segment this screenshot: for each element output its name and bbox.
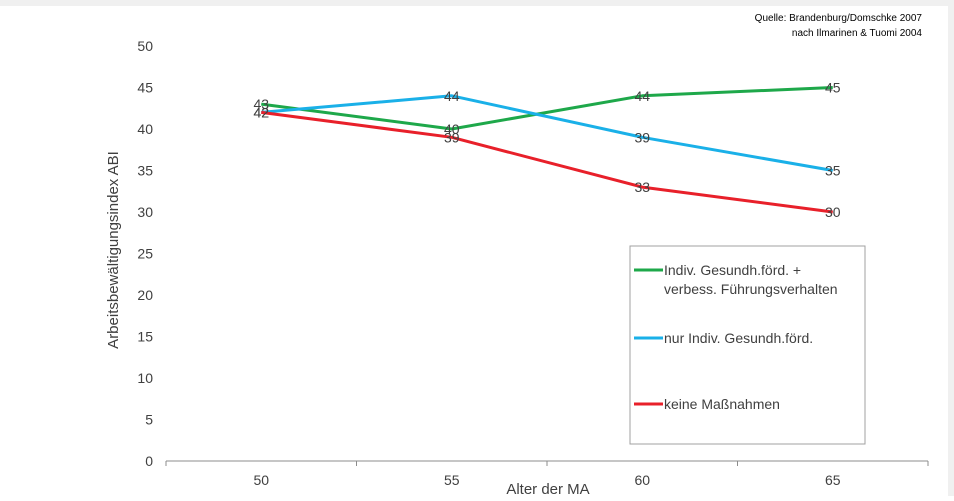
source-note-line2: nach Ilmarinen & Tuomi 2004 — [792, 28, 923, 39]
y-tick-label: 50 — [137, 38, 153, 54]
y-tick-label: 45 — [137, 80, 153, 96]
y-tick-label: 5 — [145, 412, 153, 428]
data-label: 33 — [634, 179, 650, 195]
y-tick-label: 20 — [137, 287, 153, 303]
legend-label: verbess. Führungsverhalten — [664, 281, 838, 297]
x-axis-label: Alter der MA — [506, 481, 589, 496]
data-label: 35 — [825, 163, 841, 179]
data-label: 39 — [634, 129, 650, 145]
y-tick-label: 15 — [137, 329, 153, 345]
legend-box — [629, 245, 866, 445]
data-label: 43 — [253, 96, 269, 112]
x-tick-label: 65 — [825, 472, 841, 488]
x-tick-label: 60 — [634, 472, 650, 488]
legend: Indiv. Gesundh.förd. + verbess. Führungsv… — [629, 245, 866, 445]
y-tick-label: 0 — [145, 453, 153, 469]
data-label: 39 — [444, 129, 460, 145]
y-tick-label: 10 — [137, 370, 153, 386]
y-tick-label: 35 — [137, 163, 153, 179]
data-label: 45 — [825, 80, 841, 96]
series-line — [261, 94, 834, 172]
series-line — [261, 110, 833, 214]
top-strip — [0, 0, 954, 6]
x-tick-label: 50 — [253, 472, 269, 488]
legend-label: nur Indiv. Gesundh.förd. — [664, 330, 813, 346]
right-strip — [948, 0, 954, 496]
y-axis-label: Arbeitsbewältigungsindex ABI — [105, 151, 122, 349]
data-label: 30 — [825, 204, 841, 220]
data-label: 44 — [444, 88, 460, 104]
x-tick-label: 55 — [444, 472, 460, 488]
data-label: 44 — [634, 88, 650, 104]
series-lines — [261, 86, 834, 214]
data-label: 42 — [253, 104, 269, 120]
data-label: 40 — [444, 121, 460, 137]
series-line — [261, 86, 833, 131]
legend-label: Indiv. Gesundh.förd. + — [664, 262, 801, 278]
axes: 50 55 60 65 0 5 10 15 20 25 30 35 40 45 50 — [137, 38, 929, 488]
y-tick-label: 40 — [137, 121, 153, 137]
legend-label: keine Maßnahmen — [664, 396, 780, 412]
source-note-line1: Quelle: Brandenburg/Domschke 2007 — [755, 13, 923, 24]
y-tick-label: 30 — [137, 204, 153, 220]
y-tick-label: 25 — [137, 246, 153, 262]
data-label: 42 — [253, 104, 269, 120]
